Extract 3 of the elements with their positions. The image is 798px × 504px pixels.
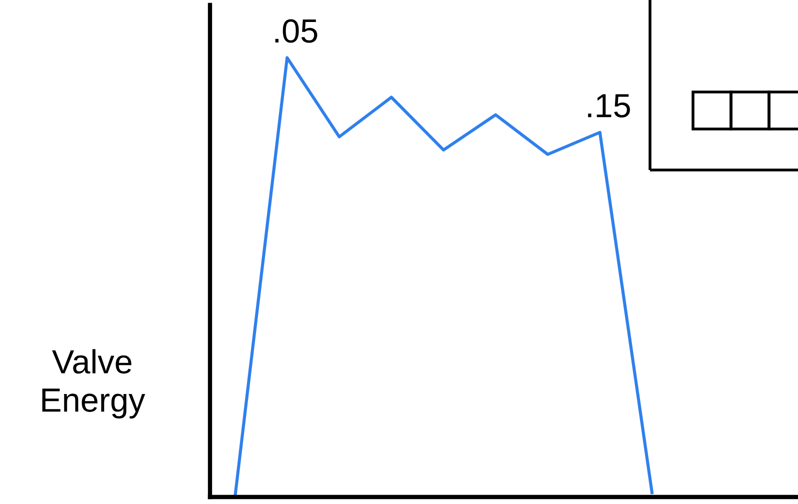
text: .05 bbox=[275, 19, 318, 43]
y-axis-title: Valve Energy bbox=[42, 349, 146, 419]
annotation: .15 bbox=[588, 94, 630, 118]
